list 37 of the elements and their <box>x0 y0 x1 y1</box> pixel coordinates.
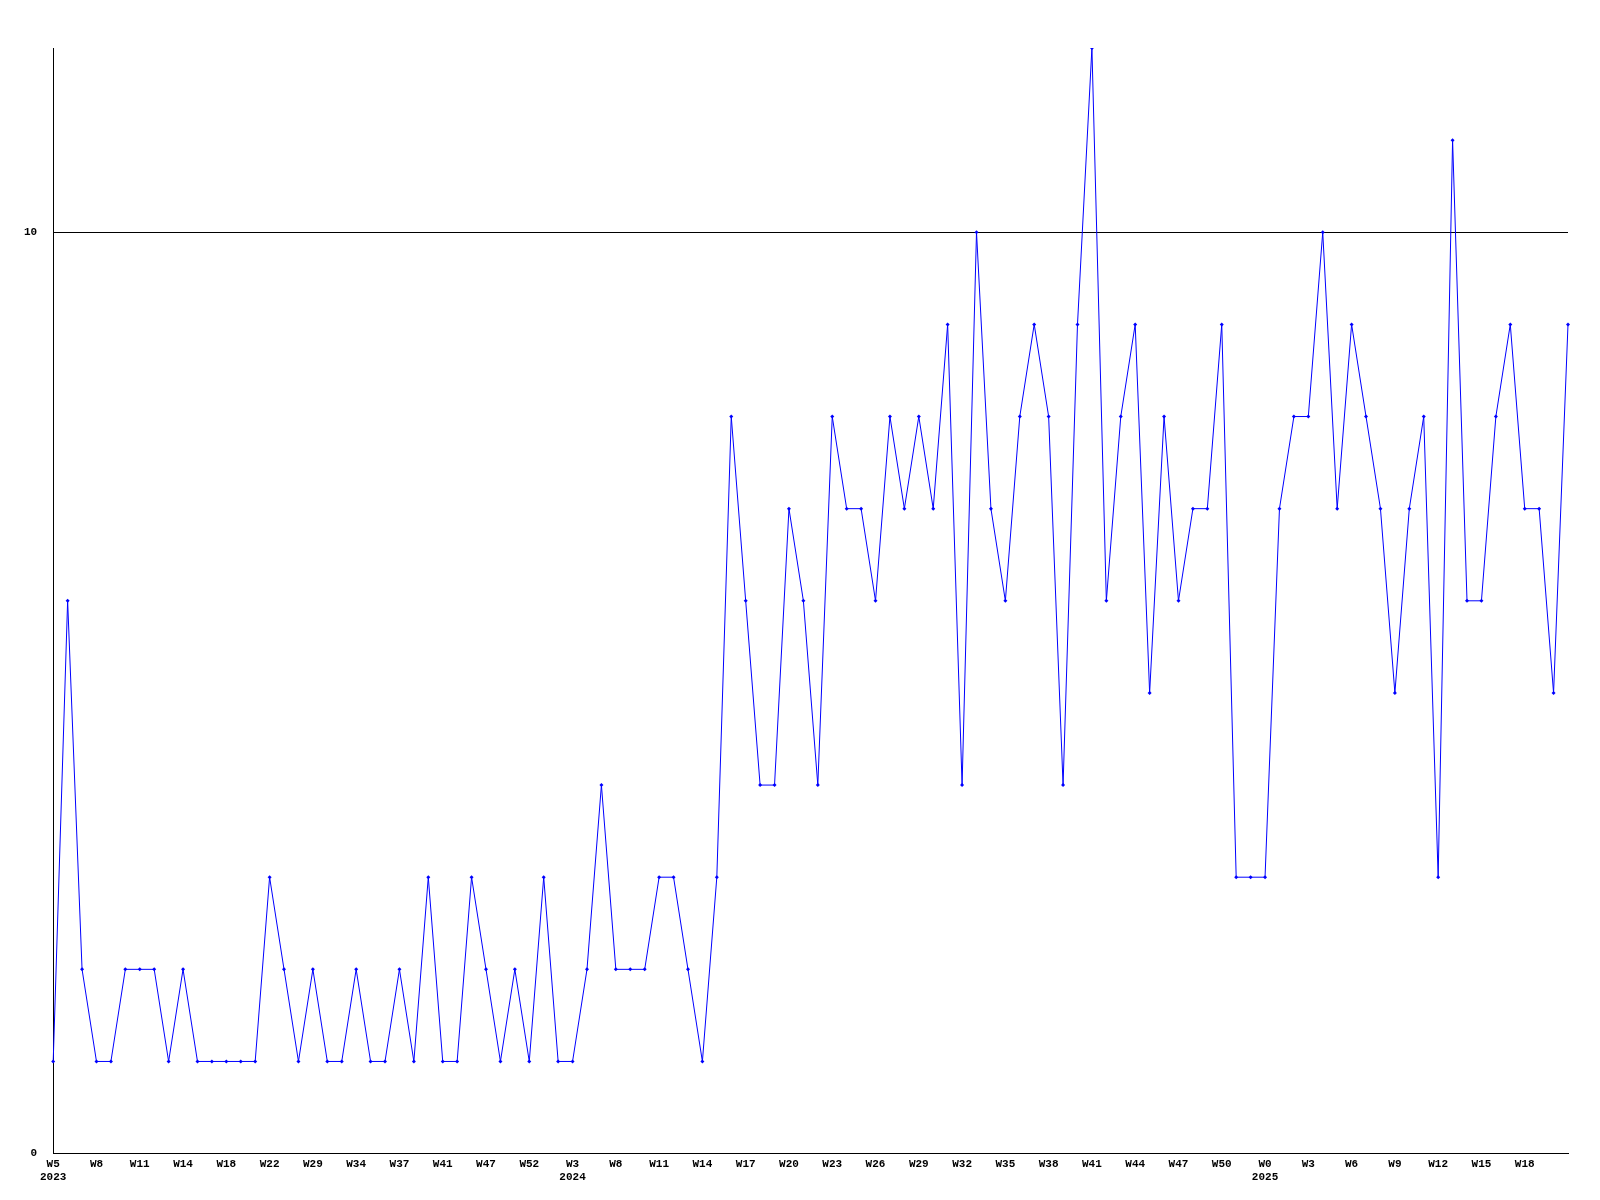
x-tick-label: W14 <box>173 1157 194 1170</box>
x-tick-label: W3 <box>1301 1157 1316 1170</box>
x-tick-label: W50 <box>1211 1157 1232 1170</box>
x-tick-label: W26 <box>865 1157 886 1170</box>
x-tick-label: W23 <box>822 1157 843 1170</box>
x-tick-label: W0 2025 <box>1251 1157 1279 1184</box>
x-tick-label: W15 <box>1471 1157 1492 1170</box>
x-tick-label: W3 2024 <box>559 1157 587 1184</box>
x-tick-label: W47 <box>476 1157 496 1170</box>
x-tick-label: W37 <box>389 1157 410 1170</box>
y-tick-label: 0 <box>30 1147 38 1160</box>
x-tick-label: W41 <box>1082 1157 1103 1170</box>
y-tick-label: 10 <box>24 226 38 239</box>
x-tick-label: W44 <box>1125 1157 1146 1170</box>
x-tick-label: W14 <box>692 1157 713 1170</box>
x-tick-label: W32 <box>952 1157 972 1170</box>
x-tick-label: W11 <box>649 1157 670 1170</box>
x-tick-label: W29 <box>302 1157 323 1170</box>
x-tick-label: W9 <box>1388 1157 1402 1170</box>
x-tick-label: W35 <box>995 1157 1016 1170</box>
x-tick-label: W22 <box>259 1157 280 1170</box>
x-tick-label: W17 <box>735 1157 756 1170</box>
x-tick-label: W52 <box>519 1157 540 1170</box>
x-tick-label: W29 <box>908 1157 929 1170</box>
x-tick-label: W47 <box>1168 1157 1189 1170</box>
x-tick-label: W34 <box>346 1157 367 1170</box>
x-tick-label: W20 <box>779 1157 799 1170</box>
x-tick-label: W38 <box>1038 1157 1059 1170</box>
x-tick-label: W11 <box>129 1157 151 1170</box>
x-tick-label: W12 <box>1428 1157 1449 1170</box>
x-tick-label: W18 <box>1514 1157 1536 1170</box>
x-tick-label: W41 <box>432 1157 454 1170</box>
x-tick-label: W18 <box>216 1157 237 1170</box>
x-tick-label: W5 2023 <box>40 1157 67 1184</box>
x-tick-label: W6 <box>1345 1157 1359 1170</box>
x-tick-label: W8 <box>609 1157 623 1170</box>
x-tick-label: W8 <box>89 1157 104 1170</box>
